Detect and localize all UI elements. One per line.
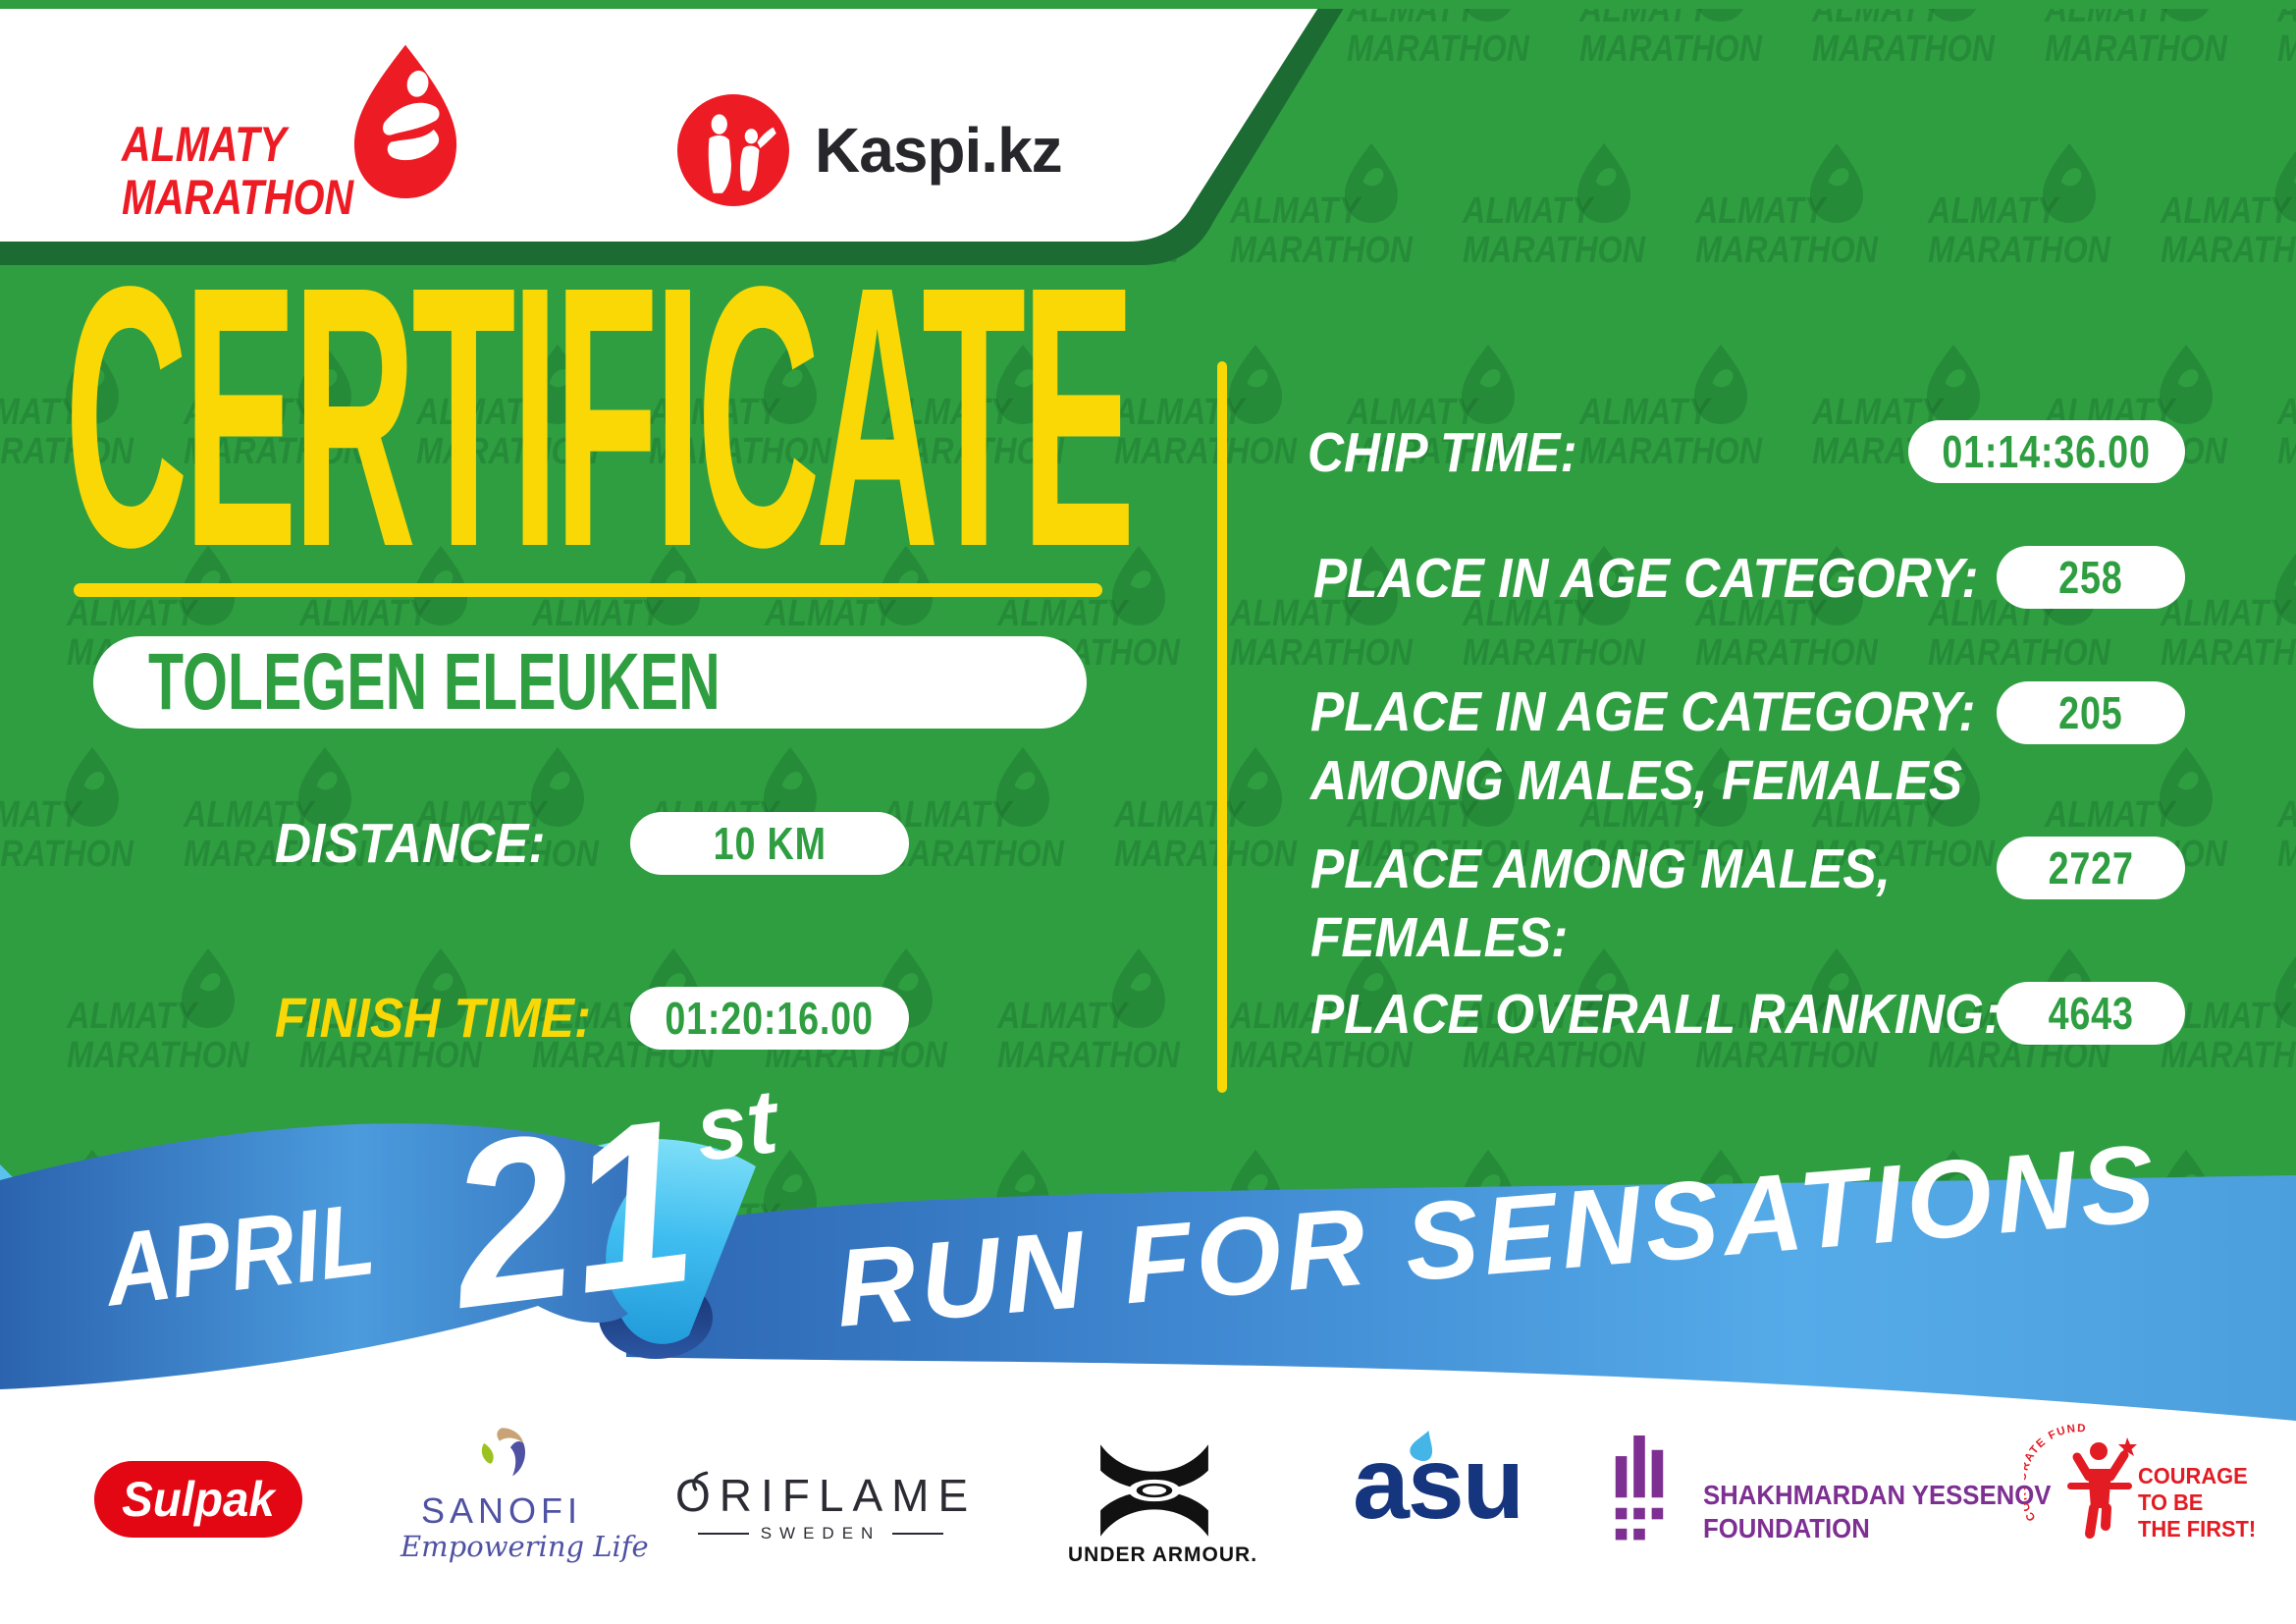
place-age-category-gender-value-pill: 205: [1997, 681, 2185, 744]
place-overall-value-pill: 4643: [1997, 982, 2185, 1045]
under-armour-wordmark: UNDER ARMOUR.: [1068, 1543, 1258, 1566]
sanofi-logo-icon: [481, 1428, 526, 1477]
chip-time-value-pill: 01:14:36.00: [1908, 420, 2185, 483]
kaspi-wordmark: Kaspi.kz: [815, 115, 1063, 186]
place-gender-value: 2727: [2048, 842, 2134, 893]
sanofi-wordmark: SANOFI: [420, 1490, 582, 1531]
top-green-strip: [0, 0, 2296, 9]
oriflame-wordmark: ORIFLAME: [675, 1470, 978, 1521]
place-age-category-gender-value: 205: [2058, 687, 2123, 738]
distance-value-pill: 10 KM: [630, 812, 909, 875]
label-line-1: PLACE AMONG MALES,: [1310, 838, 1891, 900]
place-age-category-value-pill: 258: [1997, 546, 2185, 609]
kaspi-logo-icon: [677, 94, 789, 206]
sulpak-logo: Sulpak: [94, 1461, 302, 1538]
participant-name-field: TOLEGEN ELEUKEN: [93, 636, 1087, 729]
sulpak-wordmark: Sulpak: [122, 1472, 275, 1527]
courage-fund-wordmark: COURAGE TO BE THE FIRST!: [2138, 1463, 2256, 1543]
finish-time-label: FINISH TIME:: [275, 987, 592, 1050]
yessenov-foundation-icon: [1615, 1435, 1664, 1541]
label-line-2: AMONG MALES, FEMALES: [1310, 749, 1963, 812]
yessenov-foundation-wordmark: SHAKHMARDAN YESSENOV FOUNDATION: [1703, 1479, 2052, 1545]
courage-fund-logo-icon: CORPORATE FUND: [2024, 1423, 2137, 1539]
courage-line-1: COURAGE: [2138, 1463, 2248, 1489]
place-overall-label: PLACE OVERALL RANKING:: [1310, 983, 2002, 1046]
place-overall-value: 4643: [2048, 988, 2134, 1039]
chip-time-value: 01:14:36.00: [1942, 426, 2152, 477]
place-gender-label: PLACE AMONG MALES, FEMALES:: [1310, 835, 1891, 972]
almaty-marathon-logo-icon: [353, 44, 457, 198]
place-age-category-gender-label: PLACE IN AGE CATEGORY: AMONG MALES, FEMA…: [1310, 677, 1975, 815]
distance-label: DISTANCE:: [275, 812, 546, 875]
chip-time-label: CHIP TIME:: [1308, 421, 1577, 484]
label-line-2: FEMALES:: [1310, 906, 1569, 969]
label-line-1: PLACE IN AGE CATEGORY:: [1310, 680, 1976, 743]
oriflame-country: SWEDEN: [675, 1524, 966, 1543]
place-gender-value-pill: 2727: [1997, 837, 2185, 899]
asu-wordmark: asu: [1353, 1427, 1524, 1541]
ribbon-right-segment: [623, 1175, 2296, 1421]
place-age-category-label: PLACE IN AGE CATEGORY:: [1313, 547, 1979, 610]
event-month: APRIL: [98, 1181, 381, 1328]
header-white-shape: [0, 0, 1323, 242]
participant-name: TOLEGEN ELEUKEN: [148, 637, 721, 727]
certificate-title: CERTIFICATE: [65, 210, 1136, 624]
sanofi-tagline: Empowering Life: [400, 1530, 649, 1563]
event-day: 21: [437, 1069, 707, 1358]
almaty-word: ALMATY: [122, 117, 287, 172]
asu-droplet-icon: [1410, 1430, 1433, 1462]
marathon-word: MARATHON: [122, 170, 354, 225]
under-armour-logo-icon: [1100, 1444, 1208, 1537]
oriflame-swirl-icon: [692, 1471, 709, 1491]
courage-line-3: THE FIRST!: [2138, 1516, 2257, 1542]
ribbon-left-segment: [0, 1123, 642, 1389]
event-day-suffix: st: [690, 1071, 783, 1181]
yessenov-line-1: SHAKHMARDAN YESSENOV: [1703, 1480, 2052, 1510]
finish-time-value-pill: 01:20:16.00: [630, 987, 909, 1050]
courage-arc-text: CORPORATE FUND: [2024, 1423, 2086, 1523]
distance-value: 10 KM: [713, 818, 827, 869]
almaty-marathon-wordmark: ALMATY MARATHON: [122, 118, 353, 224]
courage-runner-figure: [2067, 1437, 2137, 1539]
place-age-category-value: 258: [2058, 552, 2123, 603]
title-underline: [74, 583, 1102, 597]
oriflame-country-text: SWEDEN: [760, 1524, 881, 1543]
courage-line-2: TO BE: [2138, 1489, 2204, 1515]
column-divider: [1217, 361, 1227, 1093]
svg-text:CORPORATE FUND: CORPORATE FUND: [2024, 1423, 2087, 1523]
yessenov-line-2: FOUNDATION: [1703, 1513, 1870, 1543]
finish-time-value: 01:20:16.00: [665, 993, 875, 1044]
